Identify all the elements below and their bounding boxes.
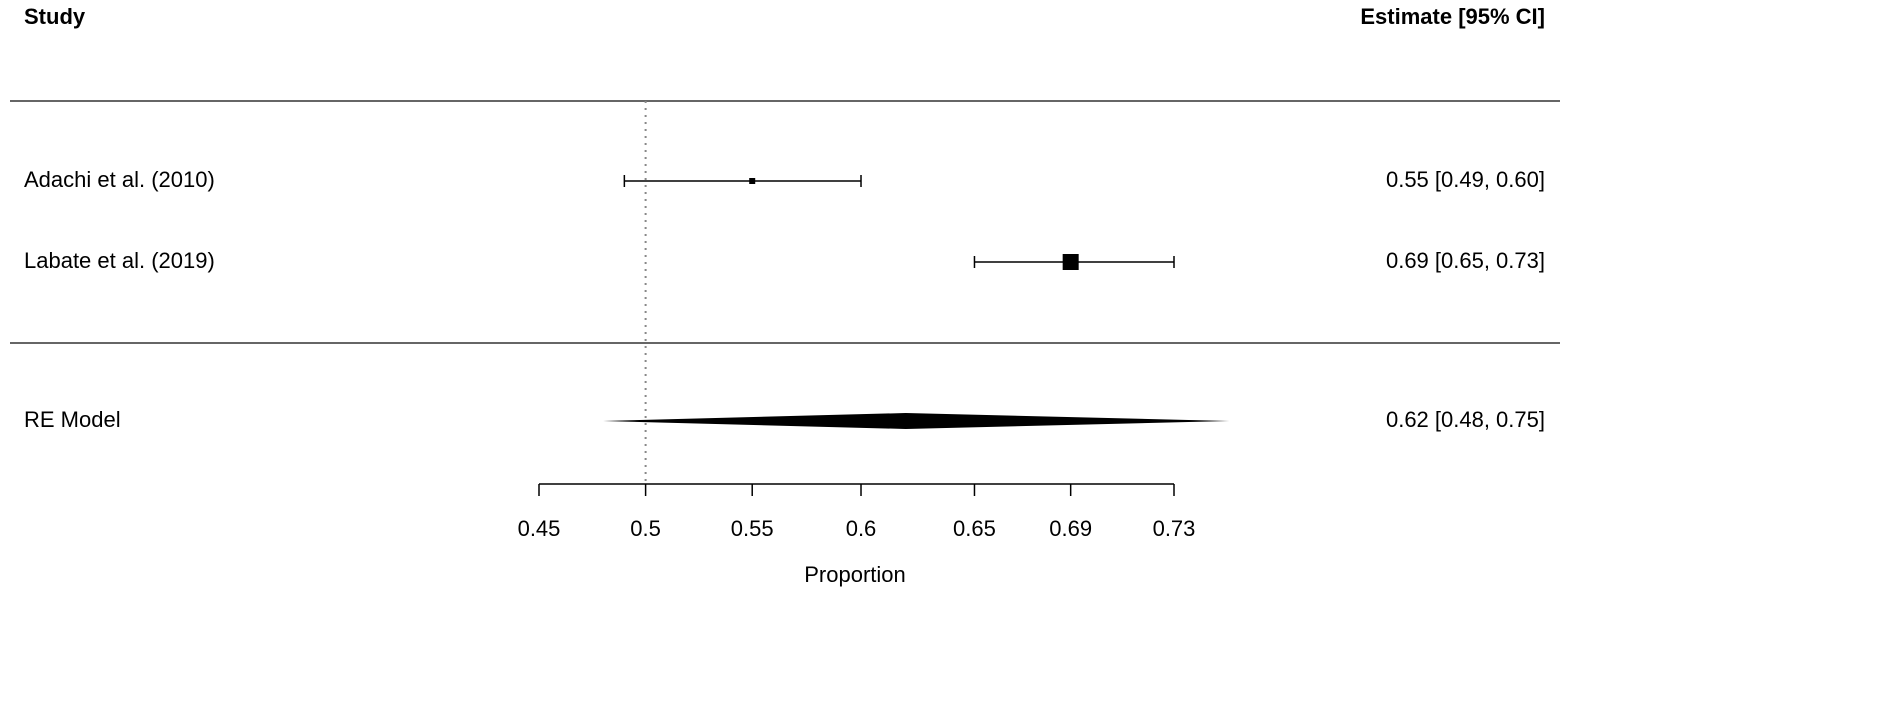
- point-estimate: [1062, 254, 1079, 270]
- study-name: Adachi et al. (2010): [24, 167, 215, 192]
- x-tick-label: 0.69: [1049, 516, 1092, 541]
- x-axis-label: Proportion: [804, 562, 906, 587]
- x-tick-label: 0.65: [953, 516, 996, 541]
- study-estimate: 0.69 [0.65, 0.73]: [1386, 248, 1545, 273]
- study-name: Labate et al. (2019): [24, 248, 215, 273]
- point-estimate: [749, 178, 756, 184]
- study-header: Study: [24, 4, 86, 29]
- summary-estimate: 0.62 [0.48, 0.75]: [1386, 407, 1545, 432]
- estimate-header: Estimate [95% CI]: [1360, 4, 1545, 29]
- study-estimate: 0.55 [0.49, 0.60]: [1386, 167, 1545, 192]
- summary-name: RE Model: [24, 407, 121, 432]
- x-tick-label: 0.73: [1153, 516, 1196, 541]
- x-tick-label: 0.55: [731, 516, 774, 541]
- x-tick-label: 0.6: [846, 516, 877, 541]
- x-tick-label: 0.45: [518, 516, 561, 541]
- x-tick-label: 0.5: [630, 516, 661, 541]
- summary-diamond: [603, 413, 1230, 429]
